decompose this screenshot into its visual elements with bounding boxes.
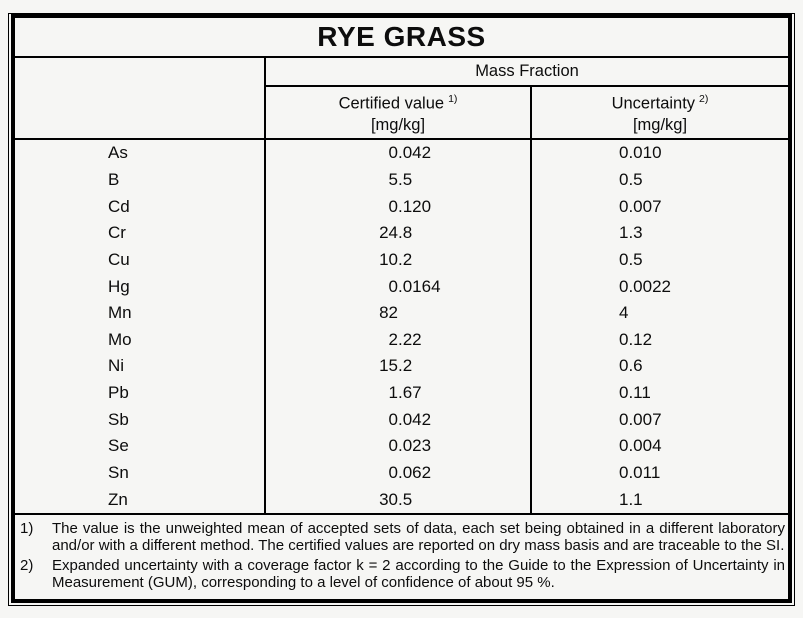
uncertainty-value: 0.6: [530, 353, 788, 380]
element-symbol: Mo: [108, 329, 132, 349]
page-title: RYE GRASS: [317, 21, 486, 52]
footnote-ref-1: 1): [448, 93, 458, 106]
table-row: Hg 0.0164 0.0022: [15, 273, 788, 300]
footnote-2-text: Expanded uncertainty with a coverage fac…: [52, 557, 785, 591]
table-body: As 0.042 0.010 B 5.5 0.5 Cd 0.120 0.007 Cr 24.8 1.3…: [15, 140, 788, 513]
table-row: B 5.5 0.5: [15, 166, 788, 194]
empty-corner-cell: [15, 58, 264, 87]
table-row: Mn 82 4: [15, 299, 788, 327]
element-symbol: Se: [108, 436, 129, 456]
footnote-ref-2: 2): [699, 93, 709, 106]
certified-value: 10.2: [264, 246, 530, 274]
certified-value: 30.5: [264, 486, 530, 513]
title-row: RYE GRASS: [15, 18, 788, 58]
certified-value: 2.22: [264, 326, 530, 354]
uncertainty-value: 0.5: [530, 246, 788, 274]
uncertainty-value: 0.011: [530, 459, 788, 487]
table-row: Sn 0.062 0.011: [15, 459, 788, 487]
certified-value: 15.2: [264, 353, 530, 380]
group-header-mass-fraction: Mass Fraction: [264, 58, 788, 87]
table-row: Sb 0.042 0.007: [15, 406, 788, 434]
empty-header-cell: [15, 87, 264, 138]
certified-value: 0.120: [264, 193, 530, 220]
element-symbol: Sn: [108, 463, 129, 482]
certified-value: 5.5: [264, 166, 530, 194]
certified-value: 0.0164: [264, 273, 530, 300]
uncertainty-value: 1.1: [530, 486, 788, 513]
footnote-1: 1) The value is the unweighted mean of a…: [15, 520, 788, 554]
table-row: Cu 10.2 0.5: [15, 246, 788, 274]
outer-border-frame: RYE GRASS Mass Fraction Certified value 1…: [8, 13, 795, 606]
uncertainty-value: 0.004: [530, 433, 788, 460]
certified-value: 82: [264, 299, 530, 327]
certified-value-label: Certified value 1): [338, 93, 458, 113]
element-symbol: Pb: [108, 383, 129, 403]
column-header-certified-value: Certified value 1) [mg/kg]: [264, 87, 530, 138]
footnotes-section: 1) The value is the unweighted mean of a…: [15, 513, 788, 599]
element-symbol: Zn: [108, 489, 128, 509]
column-header-uncertainty: Uncertainty 2) [mg/kg]: [530, 87, 788, 138]
group-header-row: Mass Fraction: [15, 58, 788, 87]
table-row: Pb 1.67 0.11: [15, 379, 788, 407]
certified-value: 0.062: [264, 459, 530, 487]
column-header-row: Certified value 1) [mg/kg] Uncertainty 2) …: [15, 87, 788, 140]
uncertainty-value: 0.11: [530, 379, 788, 407]
certificate-table: RYE GRASS Mass Fraction Certified value 1…: [11, 14, 792, 603]
uncertainty-value: 0.007: [530, 193, 788, 220]
certified-value: 0.042: [264, 406, 530, 434]
footnote-1-text: The value is the unweighted mean of acce…: [52, 520, 785, 554]
table-row: Cd 0.120 0.007: [15, 193, 788, 220]
certified-value: 0.023: [264, 433, 530, 460]
certified-value: 0.042: [264, 140, 530, 167]
table-row: Cr 24.8 1.3: [15, 219, 788, 247]
table-row: Ni 15.2 0.6: [15, 353, 788, 380]
element-symbol: Mn: [108, 303, 132, 323]
footnote-2-marker: 2): [20, 557, 34, 574]
element-symbol: Cu: [108, 249, 130, 269]
uncertainty-label: Uncertainty 2): [611, 93, 709, 113]
element-symbol: B: [108, 169, 120, 189]
footnote-1-marker: 1): [20, 520, 34, 537]
certified-value: 1.67: [264, 379, 530, 407]
table-row: As 0.042 0.010: [15, 140, 788, 167]
certified-value-unit: [mg/kg]: [370, 115, 426, 134]
element-symbol: Cr: [108, 223, 126, 243]
element-symbol: Ni: [108, 356, 125, 376]
element-symbol: Sb: [108, 409, 129, 429]
element-symbol: Hg: [108, 276, 130, 296]
table-row: Zn 30.5 1.1: [15, 486, 788, 513]
element-symbol: Cd: [108, 196, 130, 216]
table-row: Mo 2.22 0.12: [15, 326, 788, 354]
uncertainty-value: 0.5: [530, 166, 788, 194]
uncertainty-value: 0.12: [530, 326, 788, 354]
uncertainty-value: 0.010: [530, 140, 788, 167]
uncertainty-value: 4: [530, 299, 788, 327]
uncertainty-value: 0.0022: [530, 273, 788, 300]
uncertainty-value: 1.3: [530, 219, 788, 247]
table-row: Se 0.023 0.004: [15, 433, 788, 460]
uncertainty-value: 0.007: [530, 406, 788, 434]
certified-value: 24.8: [264, 219, 530, 247]
element-symbol: As: [108, 143, 128, 163]
footnote-2: 2) Expanded uncertainty with a coverage …: [15, 557, 788, 591]
uncertainty-unit: [mg/kg]: [632, 115, 688, 134]
